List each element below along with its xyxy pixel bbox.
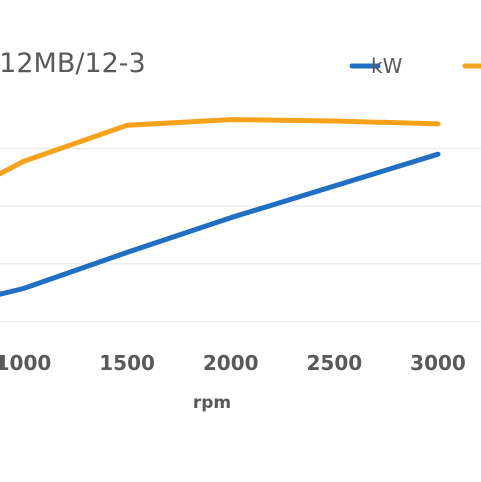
series-line-series-2: [0, 117, 441, 177]
x-tick-label: 800: [0, 351, 3, 375]
gridlines: [0, 147, 481, 323]
x-tick-label: 1000: [0, 351, 51, 375]
series-lines: [0, 117, 441, 297]
x-tick-label: 1500: [99, 351, 155, 375]
legend-label-kw: kW: [371, 54, 403, 78]
x-tick-label: 2000: [203, 351, 259, 375]
x-tick-label: 2500: [307, 351, 363, 375]
legend: kW: [349, 54, 481, 78]
chart-title: 112MB/12-3: [0, 48, 146, 79]
x-tick-labels: 8001000 1500 2000 2500 3000: [0, 351, 466, 375]
x-tick-label: 3000: [410, 351, 466, 375]
x-axis-label: rpm: [193, 393, 231, 413]
series-line-kw: [0, 151, 441, 297]
